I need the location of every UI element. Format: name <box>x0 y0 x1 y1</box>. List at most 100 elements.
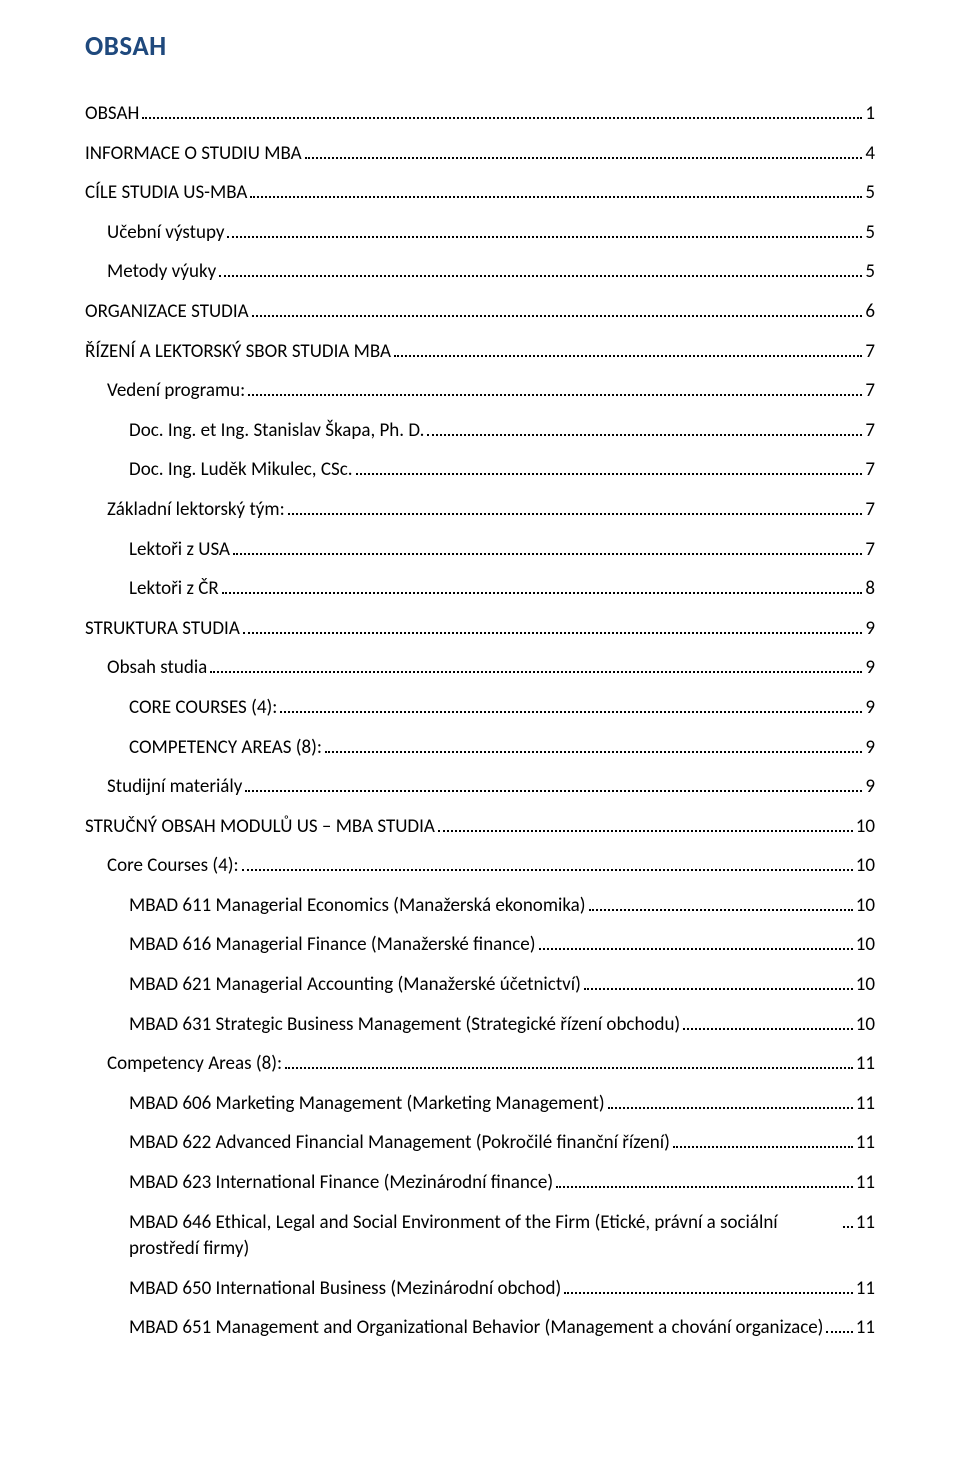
toc-leader-dots <box>589 909 853 911</box>
toc-leader-dots <box>248 394 862 396</box>
toc-label: MBAD 631 Strategic Business Management (… <box>129 1012 680 1039</box>
toc-page-number: 10 <box>856 1012 875 1039</box>
toc-entry[interactable]: ŘÍZENÍ A LEKTORSKÝ SBOR STUDIA MBA 7 <box>85 339 875 366</box>
toc-entry[interactable]: INFORMACE O STUDIU MBA 4 <box>85 141 875 168</box>
toc-leader-dots <box>325 751 862 753</box>
toc-page-number: 5 <box>865 180 875 207</box>
toc-page-number: 11 <box>856 1051 875 1078</box>
toc-page-number: 7 <box>865 537 875 564</box>
toc-leader-dots <box>564 1292 852 1294</box>
toc-label: Vedení programu: <box>107 378 245 405</box>
toc-entry[interactable]: MBAD 611 Managerial Economics (Manažersk… <box>129 893 875 920</box>
toc-label: Core Courses (4): <box>107 853 239 880</box>
toc-leader-dots <box>539 948 853 950</box>
toc-page-number: 4 <box>865 141 875 168</box>
toc-label: Lektoři z USA <box>129 537 230 564</box>
toc-label: MBAD 650 International Business (Mezinár… <box>129 1276 561 1303</box>
toc-leader-dots <box>843 1226 853 1228</box>
toc-leader-dots <box>584 988 853 990</box>
toc-entry[interactable]: Studijní materiály 9 <box>107 774 875 801</box>
toc-entry[interactable]: MBAD 646 Ethical, Legal and Social Envir… <box>129 1210 875 1263</box>
toc-entry[interactable]: MBAD 650 International Business (Mezinár… <box>129 1276 875 1303</box>
toc-entry[interactable]: STRUKTURA STUDIA 9 <box>85 616 875 643</box>
toc-leader-dots <box>288 513 863 515</box>
toc-entry[interactable]: MBAD 616 Managerial Finance (Manažerské … <box>129 932 875 959</box>
toc-label: Competency Areas (8): <box>107 1051 282 1078</box>
toc-page-number: 7 <box>865 457 875 484</box>
toc-entry[interactable]: CÍLE STUDIA US-MBA 5 <box>85 180 875 207</box>
toc-leader-dots <box>210 671 862 673</box>
toc-leader-dots <box>233 553 862 555</box>
toc-label: Metody výuky <box>107 259 216 286</box>
toc-entry[interactable]: Lektoři z USA 7 <box>129 537 875 564</box>
toc-label: Doc. Ing. Luděk Mikulec, CSc. <box>129 457 353 484</box>
toc-entry[interactable]: OBSAH 1 <box>85 101 875 128</box>
toc-entry[interactable]: MBAD 621 Managerial Accounting (Manažers… <box>129 972 875 999</box>
toc-label: MBAD 623 International Finance (Mezináro… <box>129 1170 553 1197</box>
toc-label: Doc. Ing. et Ing. Stanislav Škapa, Ph. D… <box>129 418 424 445</box>
toc-label: Učební výstupy <box>107 220 224 247</box>
toc-entry[interactable]: STRUČNÝ OBSAH MODULŮ US – MBA STUDIA 10 <box>85 814 875 841</box>
toc-leader-dots <box>242 869 853 871</box>
toc-label: Obsah studia <box>107 655 207 682</box>
toc-leader-dots <box>683 1028 853 1030</box>
toc-leader-dots <box>285 1067 853 1069</box>
toc-leader-dots <box>222 592 863 594</box>
toc-entry[interactable]: MBAD 606 Marketing Management (Marketing… <box>129 1091 875 1118</box>
toc-page-number: 7 <box>865 497 875 524</box>
toc-label: MBAD 611 Managerial Economics (Manažersk… <box>129 893 586 920</box>
toc-entry[interactable]: Competency Areas (8): 11 <box>107 1051 875 1078</box>
toc-page-number: 10 <box>856 893 875 920</box>
toc-label: MBAD 646 Ethical, Legal and Social Envir… <box>129 1210 840 1263</box>
toc-page-number: 10 <box>856 972 875 999</box>
toc-entry[interactable]: Lektoři z ČR 8 <box>129 576 875 603</box>
toc-entry[interactable]: Metody výuky 5 <box>107 259 875 286</box>
toc-entry[interactable]: Vedení programu: 7 <box>107 378 875 405</box>
toc-entry[interactable]: Doc. Ing. Luděk Mikulec, CSc. 7 <box>129 457 875 484</box>
toc-page-number: 9 <box>865 616 875 643</box>
toc-page-number: 10 <box>856 814 875 841</box>
toc-entry[interactable]: MBAD 631 Strategic Business Management (… <box>129 1012 875 1039</box>
toc-page-number: 11 <box>856 1210 875 1237</box>
toc-page-number: 7 <box>865 418 875 445</box>
toc-label: ŘÍZENÍ A LEKTORSKÝ SBOR STUDIA MBA <box>85 339 391 366</box>
toc-page-number: 9 <box>865 695 875 722</box>
toc-page-number: 11 <box>856 1130 875 1157</box>
toc-entry[interactable]: MBAD 651 Management and Organizational B… <box>129 1315 875 1342</box>
toc-label: CORE COURSES (4): <box>129 695 277 722</box>
toc-page-number: 11 <box>856 1170 875 1197</box>
toc-label: OBSAH <box>85 101 139 128</box>
toc-label: MBAD 651 Management and Organizational B… <box>129 1315 823 1342</box>
toc-page-number: 11 <box>856 1091 875 1118</box>
toc-page-number: 10 <box>856 932 875 959</box>
toc-entry[interactable]: Obsah studia 9 <box>107 655 875 682</box>
toc-page-number: 5 <box>865 220 875 247</box>
toc-entry[interactable]: Učební výstupy 5 <box>107 220 875 247</box>
toc-entry[interactable]: MBAD 622 Advanced Financial Management (… <box>129 1130 875 1157</box>
toc-page-number: 6 <box>865 299 875 326</box>
toc-entry[interactable]: Core Courses (4): 10 <box>107 853 875 880</box>
toc-entry[interactable]: COMPETENCY AREAS (8): 9 <box>129 735 875 762</box>
toc-leader-dots <box>394 355 862 357</box>
toc-entry[interactable]: Doc. Ing. et Ing. Stanislav Škapa, Ph. D… <box>129 418 875 445</box>
toc-label: MBAD 621 Managerial Accounting (Manažers… <box>129 972 581 999</box>
toc-leader-dots <box>608 1107 853 1109</box>
toc-leader-dots <box>245 790 862 792</box>
toc-leader-dots <box>356 473 863 475</box>
toc-label: STRUKTURA STUDIA <box>85 616 240 643</box>
toc-entry[interactable]: ORGANIZACE STUDIA 6 <box>85 299 875 326</box>
toc-leader-dots <box>826 1331 852 1333</box>
toc-entry[interactable]: CORE COURSES (4): 9 <box>129 695 875 722</box>
toc-label: CÍLE STUDIA US-MBA <box>85 180 247 207</box>
toc-label: MBAD 622 Advanced Financial Management (… <box>129 1130 670 1157</box>
toc-leader-dots <box>250 196 862 198</box>
toc-entry[interactable]: MBAD 623 International Finance (Mezináro… <box>129 1170 875 1197</box>
toc-label: Studijní materiály <box>107 774 242 801</box>
toc-entry[interactable]: Základní lektorský tým: 7 <box>107 497 875 524</box>
toc-page-number: 7 <box>865 378 875 405</box>
toc-label: INFORMACE O STUDIU MBA <box>85 141 302 168</box>
toc-leader-dots <box>142 117 862 119</box>
toc-page-number: 9 <box>865 655 875 682</box>
toc-page-number: 1 <box>865 101 875 128</box>
toc-leader-dots <box>227 236 862 238</box>
